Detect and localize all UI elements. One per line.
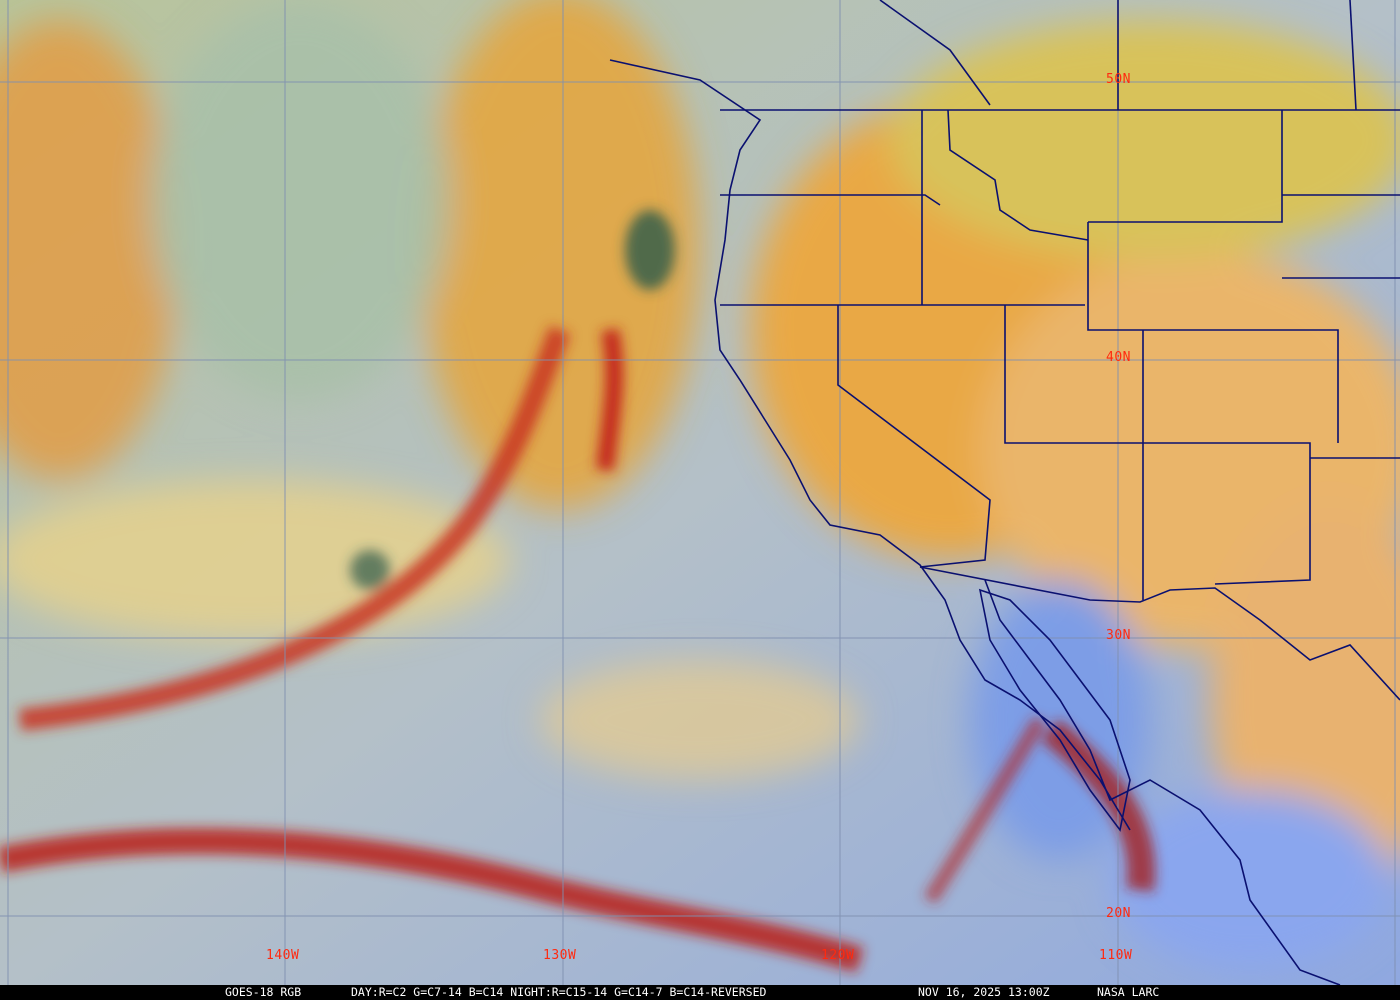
caption-bar: GOES-18 RGB DAY:R=C2 G=C7-14 B=C14 NIGHT… [0, 985, 1400, 1000]
lon-label-110w: 110W [1099, 948, 1133, 963]
lat-label-40n: 40N [1106, 350, 1131, 365]
lon-label-140w: 140W [266, 948, 300, 963]
lon-label-130w: 130W [543, 948, 577, 963]
lat-label-30n: 30N [1106, 628, 1131, 643]
lat-label-50n: 50N [1106, 72, 1131, 87]
cloud-fields [0, 0, 1400, 970]
lon-label-120w: 120W [821, 948, 855, 963]
rgb-recipe: DAY:R=C2 G=C7-14 B=C14 NIGHT:R=C15-14 G=… [351, 985, 767, 999]
coastlines-and-borders [609, 0, 1400, 985]
credit: NASA LARC [1097, 985, 1160, 999]
product-name: GOES-18 RGB [225, 985, 302, 999]
cloud-bands [0, 210, 1156, 973]
lat-label-20n: 20N [1106, 906, 1131, 921]
timestamp: NOV 16, 2025 13:00Z [918, 985, 1050, 999]
